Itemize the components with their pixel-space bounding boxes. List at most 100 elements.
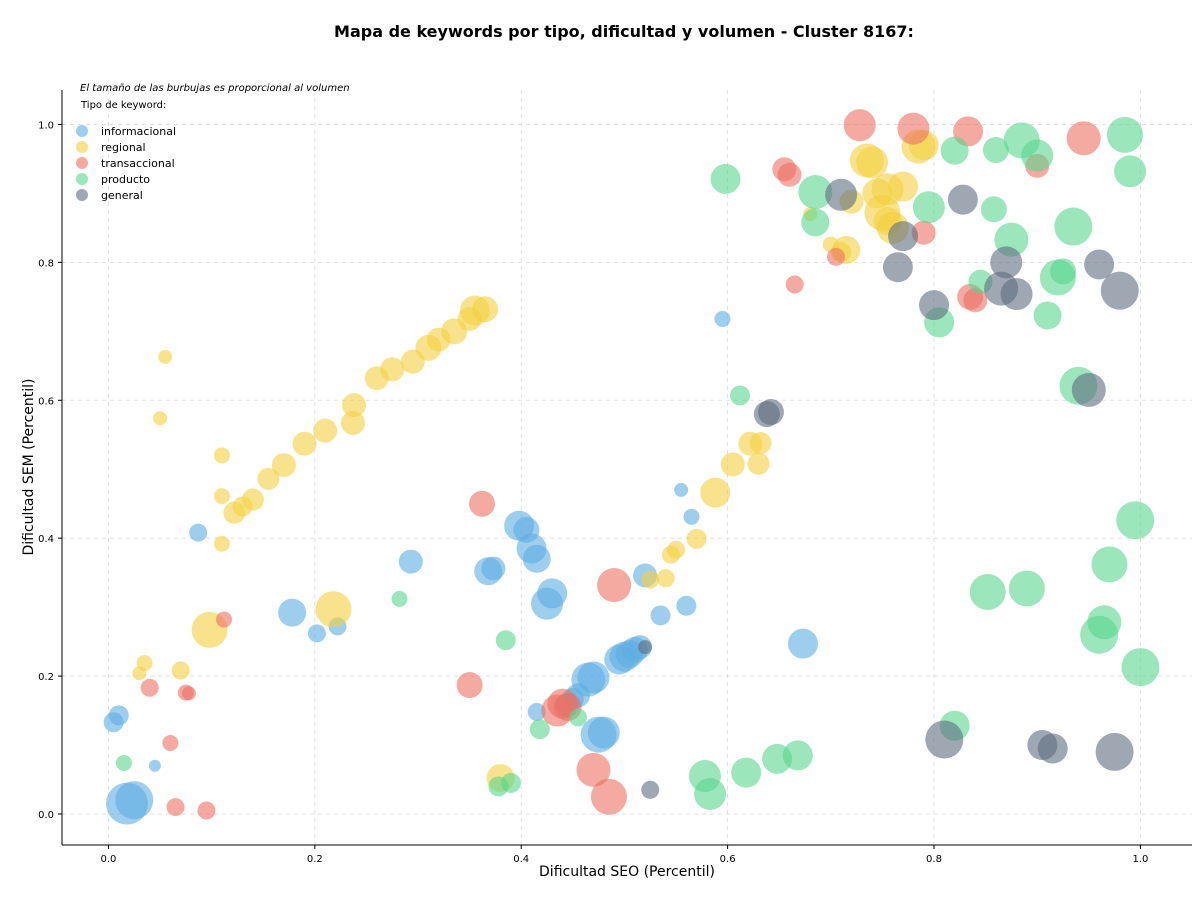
bubble-regional (686, 528, 707, 549)
bubble-general (882, 252, 913, 283)
bubble-size-note: El tamaño de las burbujas es proporciona… (80, 83, 350, 94)
legend-label-regional: regional (101, 141, 146, 154)
tick-labels: 0.0 0.2 0.4 0.6 0.8 1.0 0.0 0.2 0.4 0.6 0.8 1.0 (38, 120, 1148, 865)
legend-label-transaccional: transaccional (101, 157, 175, 170)
bubble-transaccional (897, 112, 930, 145)
legend-marker-producto (76, 173, 88, 185)
bubble-transaccional (181, 686, 196, 701)
bubble-regional (747, 452, 770, 475)
x-axis-label: Dificultad SEO (Percentil) (539, 864, 715, 880)
bubble-informacional (278, 598, 307, 627)
bubble-producto (710, 163, 741, 194)
bubble-producto (1033, 301, 1062, 330)
legend-title: Tipo de keyword: (80, 100, 166, 111)
bubble-transaccional (197, 801, 216, 820)
bubble-regional (241, 488, 264, 511)
bubble-informacional (787, 628, 818, 659)
bubble-producto (1091, 546, 1128, 583)
bubble-informacional (189, 523, 208, 542)
x-tick-label: 0.0 (100, 854, 116, 865)
bubble-informacional (148, 759, 161, 772)
bubble-regional (862, 178, 893, 209)
y-tick-label: 0.4 (38, 534, 54, 545)
bubble-producto (801, 208, 830, 237)
bubble-regional (136, 654, 153, 671)
chart-title: Mapa de keywords por tipo, dificultad y … (334, 22, 914, 41)
bubble-producto (115, 754, 132, 771)
bubble-regional (342, 393, 367, 418)
bubble-transaccional (547, 688, 578, 719)
y-axis-label: Dificultad SEM (Percentil) (21, 379, 37, 556)
bubble-regional (700, 477, 731, 508)
bubble-producto (1114, 155, 1147, 188)
bubble-regional (213, 447, 230, 464)
bubble-regional (720, 452, 745, 477)
bubble-regional (171, 661, 190, 680)
bubble-regional (153, 411, 168, 426)
legend-label-informacional: informacional (101, 125, 176, 138)
bubble-producto (980, 196, 1007, 223)
bubble-general (825, 178, 858, 211)
bubble-transaccional (216, 611, 233, 628)
bubble-informacional (522, 544, 551, 573)
bubble-producto (940, 136, 969, 165)
x-tick-label: 0.4 (513, 854, 529, 865)
bubble-producto (568, 708, 587, 727)
bubble-informacional (307, 624, 326, 643)
bubble-informacional (674, 482, 689, 497)
legend-marker-general (76, 189, 88, 201)
bubble-producto (391, 590, 408, 607)
legend: El tamaño de las burbujas es proporciona… (76, 83, 350, 202)
bubble-general (1100, 271, 1139, 310)
bubble-regional (472, 296, 499, 323)
bubble-producto (730, 385, 750, 406)
y-tick-label: 0.2 (38, 672, 54, 683)
bubble-general (1037, 733, 1068, 764)
bubble-producto (1121, 648, 1160, 687)
bubble-producto (969, 573, 1006, 610)
bubble-informacional (714, 310, 731, 327)
bubble-regional (380, 357, 405, 382)
legend-marker-regional (76, 141, 88, 153)
bubble-transaccional (777, 162, 802, 187)
bubble-producto (500, 772, 521, 793)
bubble-informacional (676, 595, 697, 616)
bubble-transaccional (963, 288, 988, 313)
bubble-regional (292, 431, 317, 456)
bubble-transaccional (162, 734, 179, 751)
bubble-transaccional (1066, 121, 1101, 156)
y-tick-label: 0.8 (38, 258, 54, 269)
bubble-producto (782, 740, 813, 771)
legend-items: informacional regional transaccional produc… (76, 125, 176, 202)
bubble-transaccional (456, 672, 483, 699)
bubble-producto (912, 191, 945, 224)
axes (61, 90, 1192, 846)
series-informacional (103, 310, 818, 825)
bubble-regional (315, 591, 352, 628)
bubble-general (925, 720, 964, 759)
series-general (638, 178, 1139, 799)
bubble-producto (1050, 258, 1077, 285)
bubble-general (641, 780, 660, 799)
bubble-regional (158, 349, 173, 364)
bubble-general (757, 398, 784, 425)
y-tick-label: 0.0 (38, 810, 54, 821)
y-tick-label: 1.0 (38, 120, 54, 131)
bubble-general (1095, 732, 1134, 771)
bubble-general (990, 246, 1023, 279)
bubble-informacional (527, 702, 546, 721)
bubble-informacional (481, 556, 506, 581)
bubble-transaccional (597, 568, 632, 603)
bubble-informacional (650, 605, 671, 626)
bubble-informacional (577, 661, 610, 694)
x-tick-label: 0.8 (926, 854, 942, 865)
bubble-general (1000, 278, 1033, 311)
bubble-informacional (537, 578, 568, 609)
bubble-producto (694, 777, 727, 810)
bubble-producto (1087, 605, 1122, 640)
bubble-regional (271, 453, 296, 478)
bubble-informacional (398, 549, 423, 574)
bubble-transaccional (576, 752, 611, 787)
bubble-transaccional (469, 490, 496, 517)
bubble-regional (888, 171, 919, 202)
